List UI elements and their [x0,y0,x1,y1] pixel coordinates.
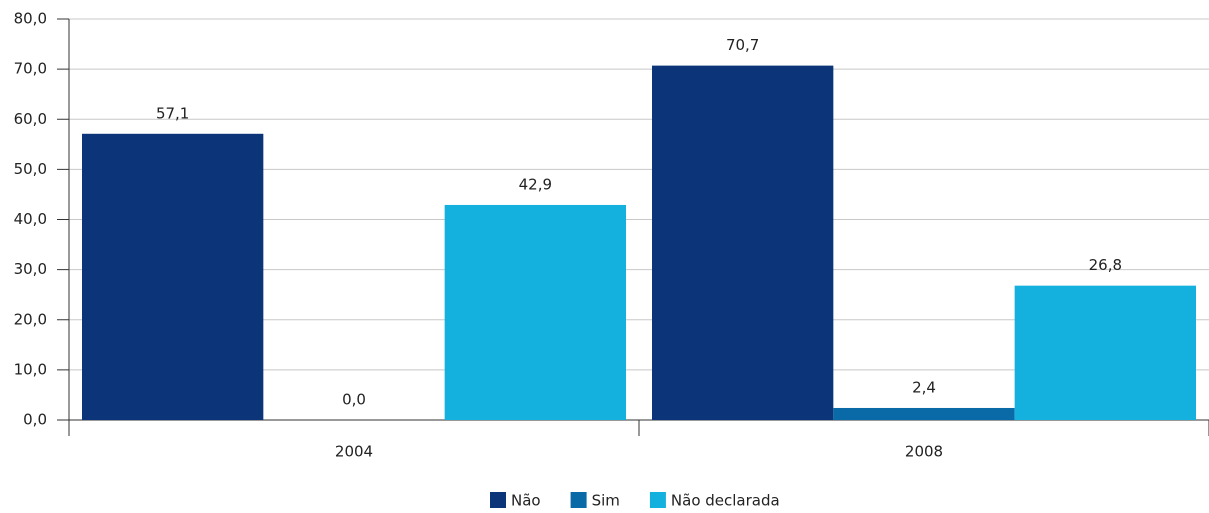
y-tick-label: 70,0 [14,60,47,78]
bar [1014,285,1196,420]
bar [82,133,264,420]
value-label: 70,7 [726,36,759,54]
y-tick-label: 60,0 [14,110,47,128]
y-tick-label: 20,0 [14,310,47,328]
y-tick-label: 40,0 [14,210,47,228]
value-label: 2,4 [912,378,936,396]
legend-swatch [570,492,587,508]
legend-label: Sim [592,492,620,510]
legend-label: Não [511,492,541,510]
y-tick-label: 10,0 [14,360,47,378]
y-tick-label: 0,0 [23,411,47,429]
x-tick-label: 2008 [905,443,943,461]
y-tick-label: 30,0 [14,260,47,278]
value-label: 57,1 [156,104,189,122]
value-label: 0,0 [342,391,366,409]
bar [652,65,834,421]
y-tick-label: 50,0 [14,160,47,178]
x-tick-label: 2004 [335,443,373,461]
legend-label: Não declarada [671,492,780,510]
legend-swatch [649,492,666,508]
legend-swatch [490,492,506,508]
value-label: 42,9 [519,175,552,193]
bar [833,407,1015,420]
value-label: 26,8 [1089,256,1122,274]
y-tick-label: 80,0 [14,10,47,28]
bar [444,204,626,420]
